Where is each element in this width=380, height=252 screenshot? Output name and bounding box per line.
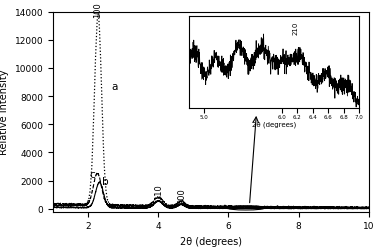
X-axis label: 2θ (degrees): 2θ (degrees) — [180, 236, 242, 246]
Text: 100: 100 — [93, 3, 103, 18]
Text: 110: 110 — [155, 183, 163, 199]
Text: b: b — [101, 176, 108, 186]
Text: 200: 200 — [178, 187, 187, 203]
Y-axis label: Relative Intensity: Relative Intensity — [0, 70, 9, 155]
Text: a: a — [111, 82, 117, 92]
Text: c: c — [89, 169, 95, 179]
